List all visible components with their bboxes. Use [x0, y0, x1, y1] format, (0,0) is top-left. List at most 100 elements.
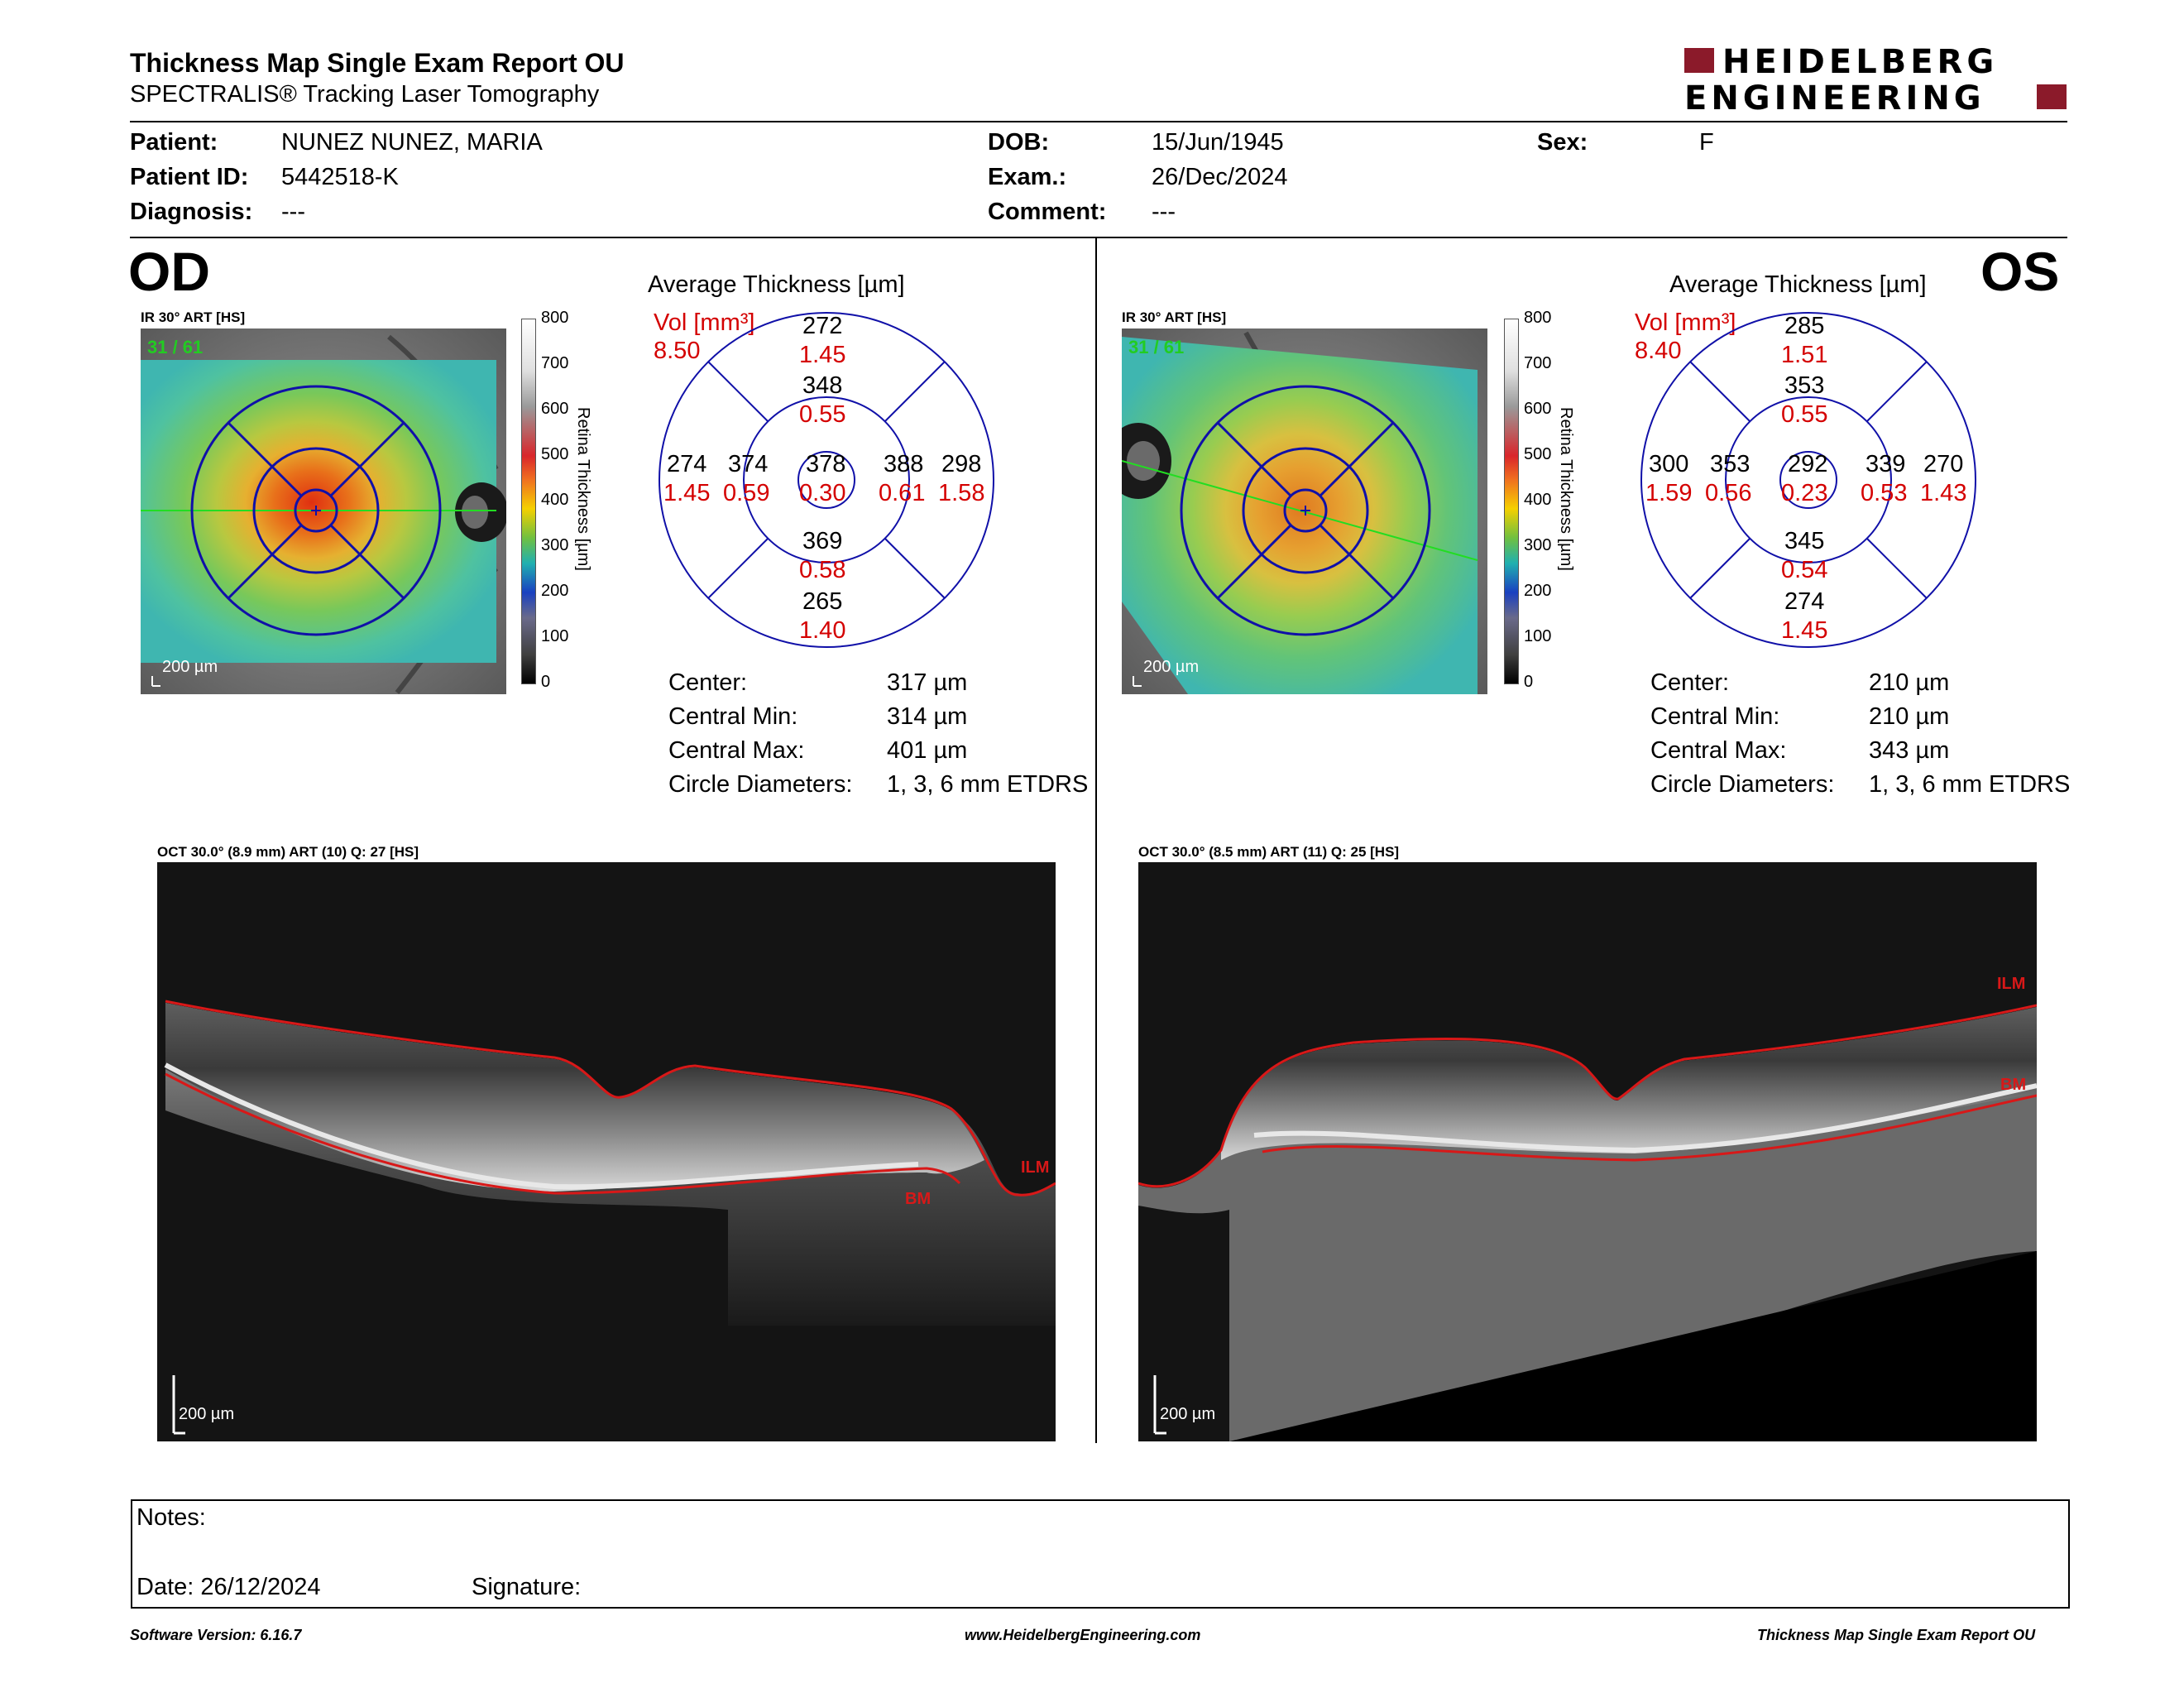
dob-label: DOB: — [988, 129, 1050, 156]
od-oct-title: OCT 30.0° (8.9 mm) ART (10) Q: 27 [HS] — [157, 844, 419, 860]
od-central-min-label: Central Min: — [668, 703, 798, 730]
os-inner-right-thickness: 339 — [1866, 451, 1906, 477]
date-label: Date: 26/12/2024 — [136, 1574, 321, 1600]
os-cb-tick-100: 100 — [1524, 627, 1552, 645]
od-colorbar-label: Retina Thickness [µm] — [574, 407, 592, 571]
os-colorbar-label: Retina Thickness [µm] — [1557, 407, 1575, 571]
patient-value: NUNEZ NUNEZ, MARIA — [281, 129, 543, 156]
od-outer-top-volume: 1.45 — [799, 342, 846, 368]
od-outer-bottom-thickness: 265 — [802, 588, 843, 615]
od-chart-title: Average Thickness [µm] — [648, 271, 905, 298]
od-center-label: Center: — [668, 669, 748, 696]
os-cb-tick-200: 200 — [1524, 582, 1552, 600]
od-colorbar: 800 700 600 500 400 300 200 100 0 Retina… — [521, 309, 620, 691]
od-cb-tick-300: 300 — [541, 536, 569, 554]
logo-red-square-bottom — [2037, 84, 2067, 109]
os-circle-diameters-label: Circle Diameters: — [1650, 771, 1835, 798]
od-cb-tick-200: 200 — [541, 582, 569, 600]
od-center-volume: 0.30 — [799, 480, 846, 506]
os-oct-image: ILM BM 200 µm — [1138, 862, 2038, 1441]
notes-box[interactable]: Notes: Date: 26/12/2024 Signature: — [131, 1499, 2070, 1609]
report-title: Thickness Map Single Exam Report OU — [130, 48, 625, 78]
os-central-min-label: Central Min: — [1650, 703, 1780, 730]
os-central-max-label: Central Max: — [1650, 737, 1787, 764]
os-circle-diameters-value: 1, 3, 6 mm ETDRS — [1869, 771, 2071, 798]
comment-label: Comment: — [988, 199, 1107, 225]
eye-label-od: OD — [128, 241, 210, 302]
logo-line2: ENGINEERING — [1684, 79, 1985, 117]
os-center-thickness: 292 — [1788, 451, 1828, 477]
od-central-min-value: 314 µm — [887, 703, 968, 730]
os-inner-bottom-volume: 0.54 — [1781, 557, 1828, 583]
od-ir-image: 31 / 61 200 µm — [141, 328, 508, 694]
patient-id-label: Patient ID: — [130, 164, 249, 190]
od-ir-scale: 200 µm — [162, 658, 218, 676]
od-cb-tick-0: 0 — [541, 673, 551, 691]
os-outer-bottom-thickness: 274 — [1784, 588, 1825, 615]
footer-software-version: Software Version: 6.16.7 — [130, 1627, 302, 1643]
os-oct-scale: 200 µm — [1160, 1405, 1216, 1423]
od-cb-tick-500: 500 — [541, 445, 569, 463]
os-center-volume: 0.23 — [1781, 480, 1828, 506]
patient-label: Patient: — [130, 129, 218, 156]
os-inner-top-volume: 0.55 — [1781, 401, 1828, 428]
os-vol-label: Vol [mm³] — [1635, 309, 1736, 336]
od-outer-left-volume: 1.45 — [663, 480, 711, 506]
os-ir-image: 31 / 61 200 µm — [1105, 328, 1487, 694]
od-ilm-label: ILM — [1021, 1158, 1050, 1177]
patient-id-value: 5442518-K — [281, 164, 399, 190]
od-ir-title: IR 30° ART [HS] — [141, 309, 246, 325]
od-center-thickness: 378 — [806, 451, 846, 477]
os-outer-top-volume: 1.51 — [1781, 342, 1828, 368]
os-central-max-value: 343 µm — [1869, 737, 1950, 764]
os-etdrs-grid — [1640, 312, 1976, 648]
logo-red-square-top — [1684, 48, 1714, 73]
os-oct-title: OCT 30.0° (8.5 mm) ART (11) Q: 25 [HS] — [1138, 844, 1400, 860]
os-inner-right-volume: 0.53 — [1861, 480, 1908, 506]
od-inner-bottom-volume: 0.58 — [799, 557, 846, 583]
os-inner-left-volume: 0.56 — [1705, 480, 1752, 506]
os-ilm-label: ILM — [1997, 975, 2026, 993]
logo-line1: HEIDELBERG — [1722, 43, 1999, 81]
notes-label: Notes: — [136, 1504, 206, 1531]
os-colorbar: 800 700 600 500 400 300 200 100 0 Retina… — [1504, 309, 1603, 691]
od-cb-tick-100: 100 — [541, 627, 569, 645]
sex-value: F — [1699, 129, 1714, 156]
os-outer-left-volume: 1.59 — [1645, 480, 1693, 506]
os-outer-top-thickness: 285 — [1784, 313, 1825, 339]
od-center-value: 317 µm — [887, 669, 968, 696]
diagnosis-label: Diagnosis: — [130, 199, 253, 225]
od-central-max-value: 401 µm — [887, 737, 968, 764]
od-bm-label: BM — [905, 1190, 932, 1208]
comment-value: --- — [1152, 199, 1176, 225]
od-inner-right-thickness: 388 — [884, 451, 924, 477]
os-outer-right-thickness: 270 — [1923, 451, 1964, 477]
od-cb-tick-800: 800 — [541, 309, 569, 327]
footer-website[interactable]: www.HeidelbergEngineering.com — [965, 1627, 1201, 1643]
os-cb-tick-600: 600 — [1524, 400, 1552, 418]
footer-report-name: Thickness Map Single Exam Report OU — [1757, 1627, 2036, 1643]
signature-label: Signature: — [472, 1574, 582, 1600]
od-oct-scale: 200 µm — [179, 1405, 235, 1423]
divider-center — [1095, 238, 1097, 1443]
os-cb-tick-500: 500 — [1524, 445, 1552, 463]
os-central-min-value: 210 µm — [1869, 703, 1950, 730]
od-outer-right-thickness: 298 — [941, 451, 982, 477]
os-cb-tick-300: 300 — [1524, 536, 1552, 554]
os-ir-scale: 200 µm — [1143, 658, 1200, 676]
od-inner-left-volume: 0.59 — [723, 480, 770, 506]
od-vol-total: 8.50 — [654, 338, 701, 364]
od-outer-left-thickness: 274 — [667, 451, 707, 477]
od-inner-bottom-thickness: 369 — [802, 528, 843, 554]
os-cb-tick-700: 700 — [1524, 354, 1552, 372]
os-inner-top-thickness: 353 — [1784, 372, 1825, 399]
os-center-label: Center: — [1650, 669, 1730, 696]
os-ir-title: IR 30° ART [HS] — [1122, 309, 1227, 325]
od-vol-label: Vol [mm³] — [654, 309, 755, 336]
os-inner-left-thickness: 353 — [1710, 451, 1751, 477]
os-bm-label: BM — [2000, 1076, 2027, 1094]
od-colorbar-gradient — [521, 319, 536, 684]
os-colorbar-gradient — [1504, 319, 1519, 684]
od-oct-image: ILM BM 200 µm — [157, 862, 1056, 1441]
od-ir-overlay: 31 / 61 — [147, 337, 204, 357]
